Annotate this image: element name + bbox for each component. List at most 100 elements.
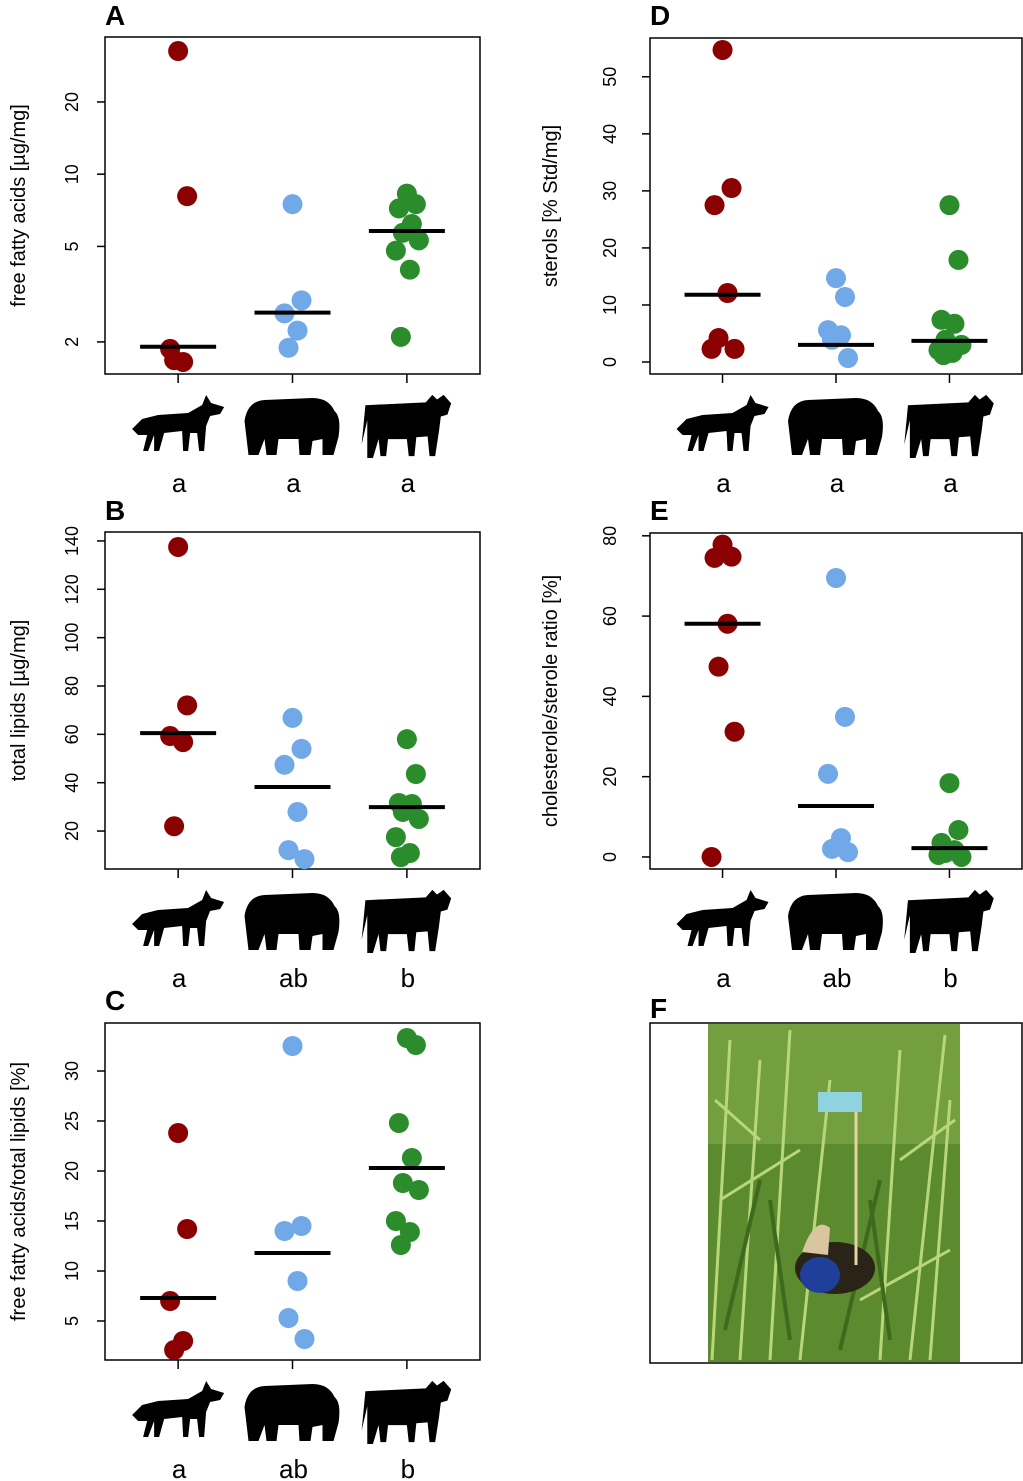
y-tick-label: 40: [600, 124, 620, 144]
data-point: [288, 321, 308, 341]
y-tick-label: 15: [62, 1211, 82, 1231]
data-point: [177, 1219, 197, 1239]
data-point: [826, 268, 846, 288]
data-point: [713, 40, 733, 60]
animal-icon: [677, 395, 769, 451]
animal-icon: [788, 398, 883, 455]
data-point: [386, 827, 406, 847]
x-tick-label: a: [401, 468, 416, 498]
data-point: [835, 707, 855, 727]
data-point: [409, 809, 429, 829]
data-point: [948, 820, 968, 840]
data-point: [168, 41, 188, 61]
data-point: [406, 194, 426, 214]
y-axis-label: total lipids [µg/mg]: [8, 620, 30, 782]
data-point: [164, 816, 184, 836]
y-tick-label: 50: [600, 67, 620, 87]
y-tick-label: 20: [62, 92, 82, 112]
panel-label: F: [650, 993, 667, 1024]
x-tick-label: a: [286, 468, 301, 498]
data-point: [295, 849, 315, 869]
x-tick-label: a: [830, 468, 845, 498]
data-point: [386, 241, 406, 261]
x-tick-label: a: [172, 1454, 187, 1481]
figure: F Afree fatty acids [µg/mg]251020aaaDste…: [0, 0, 1023, 1481]
y-axis-label: cholesterole/sterole ratio [%]: [540, 575, 562, 827]
y-tick-label: 10: [62, 1261, 82, 1281]
data-point: [838, 348, 858, 368]
data-point: [406, 1035, 426, 1055]
data-point: [279, 1308, 299, 1328]
data-point: [933, 345, 953, 365]
animal-icon: [245, 398, 340, 455]
data-point: [275, 755, 295, 775]
data-point: [391, 327, 411, 347]
animal-icon: [245, 1384, 340, 1441]
y-tick-label: 30: [600, 181, 620, 201]
y-tick-label: 25: [62, 1111, 82, 1131]
animal-icon: [132, 890, 224, 946]
data-point: [389, 198, 409, 218]
animal-icon: [362, 890, 452, 953]
data-point: [292, 739, 312, 759]
photo: [650, 1023, 1022, 1363]
panel-label: B: [105, 495, 125, 526]
y-tick-label: 60: [62, 724, 82, 744]
animal-icon: [904, 395, 994, 458]
data-point: [826, 568, 846, 588]
data-point: [409, 1180, 429, 1200]
animal-icon: [788, 893, 883, 950]
animal-icon: [362, 395, 452, 458]
animal-icon: [677, 890, 769, 946]
data-point: [168, 1123, 188, 1143]
data-point: [725, 339, 745, 359]
data-point: [838, 842, 858, 862]
data-point: [939, 773, 959, 793]
data-point: [164, 1340, 184, 1360]
data-point: [177, 695, 197, 715]
data-point: [702, 847, 722, 867]
data-point: [295, 1329, 315, 1349]
data-point: [722, 178, 742, 198]
x-tick-label: a: [172, 963, 187, 993]
y-axis-label: free fatty acids/total lipids [%]: [8, 1062, 30, 1321]
y-tick-label: 10: [62, 164, 82, 184]
animal-icon: [362, 1381, 452, 1444]
data-point: [406, 764, 426, 784]
data-point: [283, 194, 303, 214]
y-tick-label: 40: [600, 686, 620, 706]
y-tick-label: 100: [62, 623, 82, 653]
data-point: [835, 287, 855, 307]
x-tick-label: b: [401, 1454, 415, 1481]
data-point: [275, 1221, 295, 1241]
y-tick-label: 2: [62, 337, 82, 347]
x-tick-label: a: [943, 468, 958, 498]
data-point: [391, 1235, 411, 1255]
data-point: [409, 230, 429, 250]
data-point: [818, 764, 838, 784]
data-point: [160, 1291, 180, 1311]
data-point: [702, 339, 722, 359]
data-point: [292, 290, 312, 310]
panel-label: C: [105, 985, 125, 1016]
y-tick-label: 20: [600, 238, 620, 258]
data-point: [389, 1113, 409, 1133]
data-point: [283, 708, 303, 728]
data-point: [391, 847, 411, 867]
data-point: [168, 537, 188, 557]
data-point: [948, 250, 968, 270]
panel-label: A: [105, 0, 125, 31]
data-point: [397, 729, 417, 749]
data-point: [177, 186, 197, 206]
y-tick-label: 80: [600, 526, 620, 546]
x-tick-label: ab: [823, 963, 852, 993]
y-tick-label: 0: [600, 357, 620, 367]
y-tick-label: 60: [600, 606, 620, 626]
y-tick-label: 20: [62, 1161, 82, 1181]
data-point: [725, 722, 745, 742]
data-point: [292, 1216, 312, 1236]
y-tick-label: 40: [62, 773, 82, 793]
panel-label: E: [650, 495, 669, 526]
panel-label: D: [650, 0, 670, 31]
x-tick-label: a: [716, 468, 731, 498]
